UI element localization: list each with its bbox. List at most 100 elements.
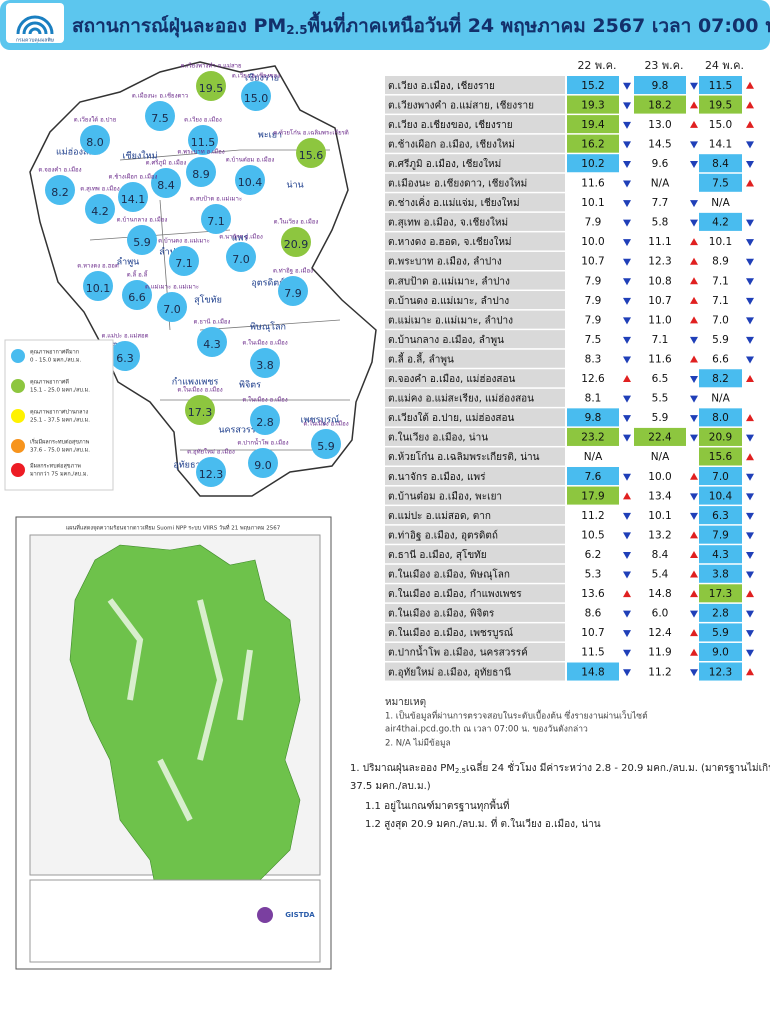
station-bubble xyxy=(235,165,265,195)
station-bubble xyxy=(118,182,148,212)
value-text: N/A xyxy=(711,197,730,209)
trend-down xyxy=(746,434,754,442)
value-text: 6.6 xyxy=(712,353,729,365)
value-cell xyxy=(567,623,619,642)
trend-down xyxy=(623,610,631,618)
legend-swatch xyxy=(11,379,25,393)
station-bubble xyxy=(226,242,256,272)
value-cell xyxy=(634,95,686,114)
trend-up xyxy=(690,570,698,578)
station-label: ต.เวียง อ.เชียงของ xyxy=(232,72,280,80)
station-value: 10.1 xyxy=(86,282,111,295)
legend-range: 25.1 - 37.5 มคก./ลบ.ม. xyxy=(30,418,90,424)
value-cell xyxy=(567,349,619,368)
column-header: 22 พ.ค. xyxy=(577,59,616,72)
notes-title: หมายเหตุ xyxy=(385,697,426,708)
value-text: 9.6 xyxy=(652,158,669,170)
table: 22 พ.ค. 23 พ.ค. 24 พ.ค. ต.เวียง อ.เมือง, เช… xyxy=(385,59,754,681)
trend-down xyxy=(623,141,631,149)
station-value: 6.6 xyxy=(128,291,146,304)
value-text: 8.4 xyxy=(712,158,729,170)
trend-up xyxy=(690,550,698,558)
trend-down xyxy=(746,493,754,501)
trend-down xyxy=(746,258,754,266)
value-cell xyxy=(567,193,619,212)
value-text: 10.1 xyxy=(648,510,671,522)
trend-up xyxy=(690,238,698,246)
value-text: 7.9 xyxy=(585,217,602,229)
station-name: ต.เวียง อ.เชียงของ, เชียงราย xyxy=(388,119,513,131)
legend-range: 0 - 15.0 มคก./ลบ.ม. xyxy=(30,358,81,364)
value-cell xyxy=(567,467,619,486)
station-cell xyxy=(385,134,565,153)
province-label: แม่ฮ่องสอน xyxy=(56,148,100,158)
trend-down xyxy=(746,610,754,618)
trend-down xyxy=(623,473,631,481)
station-value: 2.8 xyxy=(256,416,274,429)
trend-up xyxy=(690,629,698,637)
value-cell xyxy=(699,506,742,525)
value-cell xyxy=(634,232,686,251)
trend-down xyxy=(623,102,631,110)
station-cell xyxy=(385,447,565,466)
value-text: 4.3 xyxy=(712,549,729,561)
station-value: 10.4 xyxy=(238,176,263,189)
station-value: 7.9 xyxy=(284,287,302,300)
trend-up xyxy=(746,101,754,109)
value-cell xyxy=(699,564,742,583)
value-text: 10.7 xyxy=(648,295,671,307)
trend-down xyxy=(623,297,631,305)
trend-down xyxy=(746,317,754,325)
station-cell xyxy=(385,369,565,388)
station-label: ต.ธานี อ.เมือง xyxy=(194,318,231,326)
station-name: ต.ในเมือง อ.เมือง, กำแพงเพชร xyxy=(388,588,522,600)
station-name: ต.ในเมือง อ.เมือง, พิจิตร xyxy=(388,608,495,620)
value-text: 15.6 xyxy=(709,451,733,463)
trend-up xyxy=(690,472,698,480)
trend-up xyxy=(746,414,754,422)
station-cell xyxy=(385,76,565,95)
value-cell xyxy=(567,603,619,622)
value-cell xyxy=(699,545,742,564)
station-cell xyxy=(385,271,565,290)
trend-down xyxy=(623,649,631,657)
value-text: 12.6 xyxy=(581,373,605,385)
station-name: ต.แม่เมาะ อ.แม่เมาะ, ลำปาง xyxy=(388,315,513,326)
station-bubble xyxy=(188,125,218,155)
trend-down xyxy=(690,512,698,520)
station-value: 8.9 xyxy=(192,168,210,181)
value-cell xyxy=(699,212,742,231)
station-cell xyxy=(385,115,565,134)
station-bubble xyxy=(250,405,280,435)
value-cell xyxy=(699,251,742,270)
province-label: แพร่ xyxy=(232,234,249,244)
station-value: 7.0 xyxy=(232,253,250,266)
value-cell xyxy=(699,525,742,544)
value-text: 6.2 xyxy=(585,549,602,561)
station-label: ต.เวียงพางคำ อ.แม่สาย xyxy=(180,62,241,70)
station-bubble xyxy=(281,227,311,257)
value-text: 7.1 xyxy=(712,295,729,307)
value-text: 11.5 xyxy=(709,80,732,92)
value-cell xyxy=(567,447,619,466)
logo-text: กรมควบคุมมลพิษ xyxy=(16,37,55,44)
trend-down xyxy=(623,415,631,423)
station-cell xyxy=(385,212,565,231)
value-text: 19.5 xyxy=(709,99,732,111)
value-cell xyxy=(634,310,686,329)
value-cell xyxy=(634,115,686,134)
station-bubble xyxy=(85,194,115,224)
trend-up xyxy=(690,590,698,598)
value-cell xyxy=(634,584,686,603)
province-label: อุตรดิตถ์ xyxy=(251,277,284,289)
station-bubble xyxy=(110,341,140,371)
value-cell xyxy=(634,369,686,388)
value-cell xyxy=(634,603,686,622)
trend-down xyxy=(690,141,698,149)
station-bubble xyxy=(151,168,181,198)
trend-up xyxy=(690,648,698,656)
value-text: 11.6 xyxy=(581,178,605,190)
station-value: 5.9 xyxy=(133,236,151,249)
value-text: 13.4 xyxy=(648,490,672,502)
value-text: 5.5 xyxy=(652,393,669,405)
